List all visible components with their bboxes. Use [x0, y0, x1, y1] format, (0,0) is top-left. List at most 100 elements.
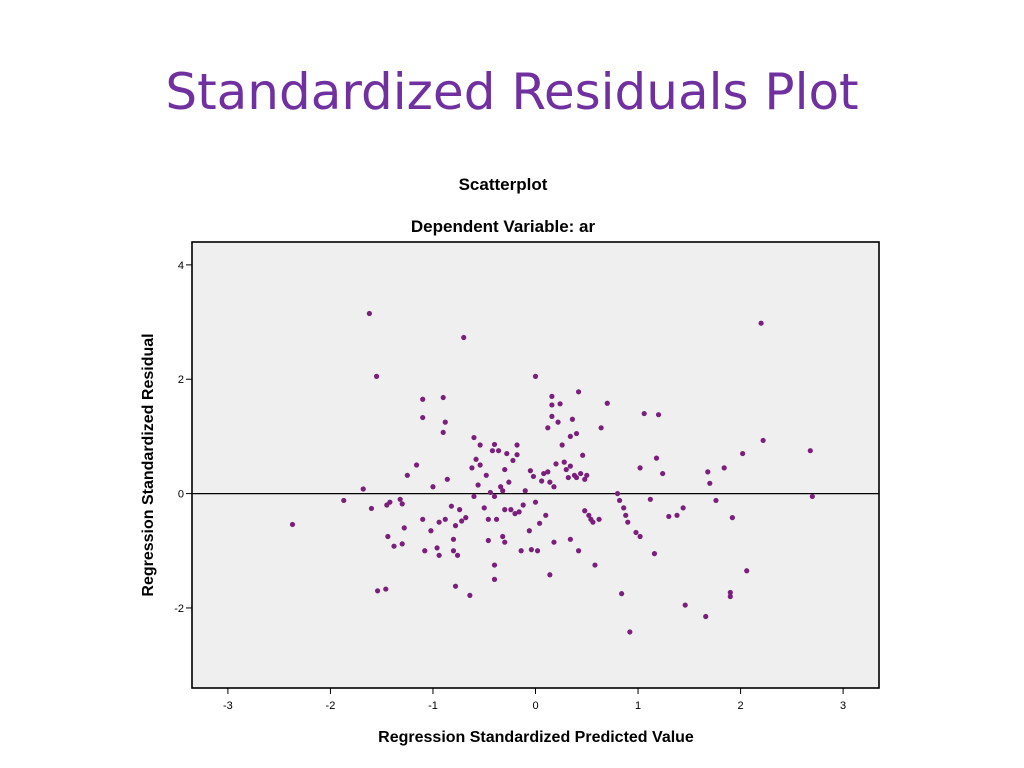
scatter-point: [368, 505, 375, 512]
scatter-point: [473, 456, 479, 462]
scatter-point: [729, 515, 735, 521]
scatter-point: [526, 528, 532, 534]
scatter-point: [444, 476, 450, 482]
scatter-point: [807, 448, 813, 454]
scatter-point: [653, 455, 660, 461]
data-points: [289, 310, 815, 635]
scatter-point: [582, 508, 588, 514]
scatter-point: [682, 602, 688, 608]
scatter-point: [491, 441, 498, 448]
scatter-point: [551, 484, 557, 490]
scatter-point: [399, 541, 405, 547]
scatter-point: [532, 373, 539, 379]
scatter-point: [430, 484, 436, 490]
scatter-point: [680, 505, 686, 511]
scatter-point: [450, 548, 457, 554]
scatter-point: [422, 548, 428, 554]
scatter-point: [514, 452, 520, 458]
scatter-point: [528, 547, 534, 553]
scatter-point: [707, 480, 713, 486]
x-axis-ticks: -3 -2 -1 0 1 2 3: [223, 688, 846, 712]
scatter-point: [383, 586, 389, 592]
y-tick-label: 0: [178, 489, 184, 501]
scatter-point: [489, 448, 496, 454]
scatter-point: [547, 572, 553, 578]
scatter-point: [520, 502, 526, 508]
scatter-point: [532, 499, 539, 505]
scatter-point: [289, 521, 296, 528]
scatter-point: [584, 472, 590, 478]
scatter-point: [619, 591, 625, 597]
y-tick-label: 4: [178, 260, 184, 272]
scatter-point: [508, 507, 514, 513]
x-tick-label: -2: [326, 700, 336, 712]
scatter-point: [567, 433, 573, 440]
scatter-point: [596, 516, 602, 522]
scatter-point: [573, 474, 580, 481]
scatter-point: [625, 519, 631, 525]
scatter-point: [471, 493, 477, 500]
scatter-point: [758, 320, 764, 326]
scatter-point: [586, 512, 592, 518]
x-axis-label: Regression Standardized Predicted Value: [378, 729, 694, 746]
scatter-point: [651, 551, 658, 557]
scatter-point: [633, 529, 639, 536]
scatter-point: [547, 479, 553, 485]
x-tick-label: 0: [532, 700, 538, 712]
scatter-point: [483, 472, 489, 478]
scatter-point: [721, 465, 727, 471]
scatter-point: [809, 493, 815, 500]
scatter-point: [713, 497, 719, 504]
scatter-point: [491, 493, 498, 500]
y-axis-label: Regression Standardized Residual: [140, 333, 157, 596]
scatter-point: [660, 470, 666, 477]
scatter-point: [385, 533, 391, 540]
scatter-point: [592, 562, 598, 568]
scatter-point: [580, 452, 586, 458]
scatter-point: [440, 429, 446, 436]
scatter-point: [727, 589, 733, 596]
scatter-point: [674, 512, 680, 518]
y-tick-label: -2: [174, 603, 184, 615]
scatter-point: [434, 545, 440, 551]
scatter-point: [491, 562, 498, 568]
scatter-point: [454, 552, 461, 558]
scatter-point: [452, 523, 459, 529]
scatter-point: [567, 536, 573, 542]
scatter-point: [522, 488, 528, 494]
scatter-point: [569, 416, 576, 422]
scatter-point: [481, 505, 487, 511]
scatter-point: [567, 463, 573, 469]
scatter-point: [387, 499, 393, 505]
scatter-point: [537, 520, 543, 526]
scatter-point: [487, 489, 493, 496]
scatter-point: [655, 412, 662, 418]
scatter-point: [442, 516, 448, 522]
chart-title: Scatterplot: [459, 175, 548, 194]
scatter-point: [573, 430, 580, 437]
scatter-point: [705, 469, 711, 475]
scatter-point: [463, 515, 469, 521]
scatter-point: [616, 497, 623, 504]
scatter-point: [545, 469, 551, 475]
scatter-point: [534, 548, 541, 554]
scatter-point: [428, 528, 434, 534]
scatter-point: [495, 448, 502, 454]
scatter-point: [727, 593, 733, 600]
scatter-point: [341, 497, 347, 504]
scatter-point: [575, 389, 582, 395]
slide-title: Standardized Residuals Plot: [165, 63, 859, 121]
scatter-point: [666, 513, 672, 520]
scatter-point: [397, 496, 403, 502]
scatter-point: [614, 490, 621, 497]
scatter-point: [461, 334, 467, 341]
scatter-point: [555, 419, 561, 425]
scatter-point: [413, 462, 420, 468]
scatter-point: [559, 442, 565, 448]
scatter-point: [477, 442, 483, 448]
scatter-point: [549, 413, 555, 419]
scatter-point: [565, 474, 571, 481]
chart-subtitle: Dependent Variable: ar: [411, 217, 596, 236]
scatter-point: [578, 470, 584, 477]
